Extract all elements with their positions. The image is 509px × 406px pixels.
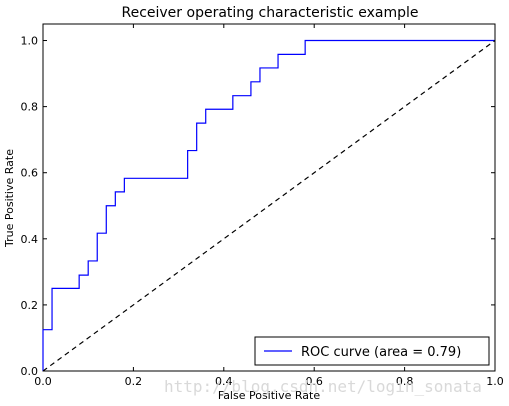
- legend-label: ROC curve (area = 0.79): [301, 345, 461, 360]
- x-tick-label: 0.2: [125, 375, 143, 388]
- chance-diagonal-line: [42, 40, 496, 372]
- roc-curve-line: [42, 39, 495, 371]
- x-tick-label: 0.6: [305, 375, 323, 388]
- legend: ROC curve (area = 0.79): [254, 336, 490, 366]
- x-tick-label: 0.4: [215, 375, 233, 388]
- y-tick-label: 1.0: [21, 35, 39, 48]
- x-tick-label: 0.0: [34, 375, 52, 388]
- y-tick-label: 0.0: [21, 365, 39, 378]
- watermark: http://blog.csdn.net/login_sonata: [164, 377, 482, 396]
- plot-area: [42, 23, 496, 372]
- y-tick-label: 0.2: [21, 299, 39, 312]
- x-tick-label: 1.0: [486, 375, 504, 388]
- series-layer: [42, 39, 496, 372]
- y-axis: 0.0 0.2 0.4 0.6 0.8 1.0: [21, 35, 495, 378]
- chart-title: Receiver operating characteristic exampl…: [121, 5, 418, 21]
- x-axis-title: False Positive Rate: [218, 389, 320, 402]
- legend-box: [254, 336, 490, 366]
- y-tick-label: 0.6: [21, 167, 39, 180]
- y-tick-label: 0.4: [21, 233, 39, 246]
- x-tick-label: 0.8: [396, 375, 414, 388]
- y-axis-title: True Positive Rate: [3, 149, 16, 248]
- y-tick-label: 0.8: [21, 101, 39, 114]
